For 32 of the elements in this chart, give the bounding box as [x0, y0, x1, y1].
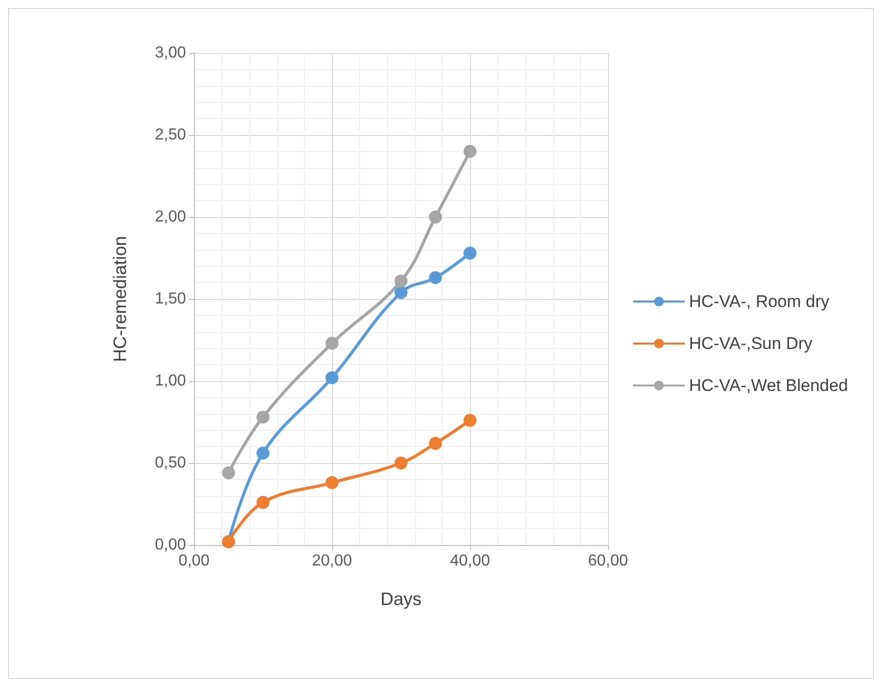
point [464, 414, 476, 427]
x-tick-label: 40,00 [450, 552, 490, 570]
point [256, 446, 270, 460]
y-tick-label: 2,50 [154, 126, 186, 144]
legend-label: HC-VA-,Sun Dry [688, 334, 813, 353]
y-tick-label: 0,00 [154, 536, 186, 554]
y-tick-label: 1,50 [154, 290, 186, 308]
point [326, 336, 338, 350]
y-tick-label: 2,00 [154, 208, 186, 226]
point [429, 436, 442, 450]
y-tick-label: 3,00 [154, 44, 186, 62]
legend-label: HC-VA-,Wet Blended [688, 376, 848, 395]
y-tick-label: 1,00 [154, 372, 186, 390]
point [429, 271, 442, 284]
point [222, 466, 235, 480]
point [464, 246, 476, 260]
point [256, 496, 270, 509]
legend-label: HC-VA-, Room dry [688, 292, 830, 311]
point [326, 476, 338, 490]
x-axis-title: Days [380, 589, 422, 609]
x-tick-label: 60,00 [588, 552, 628, 570]
point [326, 371, 338, 384]
x-tick-label: 0,00 [178, 552, 210, 570]
y-tick-label: 0,50 [154, 454, 186, 472]
x-tick-label: 20,00 [312, 552, 352, 570]
point [394, 456, 408, 470]
y-axis-title: HC-remediation [110, 236, 130, 362]
point [256, 410, 270, 424]
point [394, 274, 408, 288]
point [429, 210, 442, 224]
point [394, 286, 408, 299]
point [464, 144, 476, 158]
